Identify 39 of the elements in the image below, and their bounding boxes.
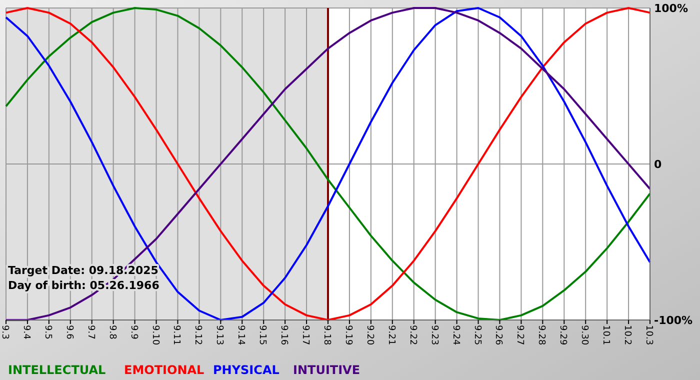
x-tick-label: 9.26 — [493, 325, 504, 346]
x-tick-label: 9.22 — [407, 325, 418, 346]
x-tick-label: 10.3 — [644, 325, 654, 346]
x-tick-label: 9.23 — [428, 325, 439, 346]
x-tick-label: 9.14 — [236, 325, 246, 346]
text: PHYSICAL — [213, 363, 280, 377]
x-tick-label: 9.27 — [514, 325, 525, 346]
x-tick-label: 9.25 — [472, 325, 482, 346]
x-tick-label: 9.6 — [64, 325, 74, 340]
x-tick-label: 9.16 — [278, 325, 289, 346]
text: INTUITIVE — [293, 363, 360, 377]
y-tick-label: -100% — [654, 314, 693, 327]
x-tick-label: 10.2 — [622, 325, 632, 346]
x-tick-label: 10.1 — [600, 325, 611, 346]
x-tick-label: 9.18 — [322, 325, 332, 346]
y-tick-label: 0 — [654, 158, 662, 171]
y-tick-label: 100% — [654, 2, 688, 15]
x-tick-label: 9.15 — [257, 325, 268, 346]
x-tick-label: 9.11 — [171, 325, 182, 346]
x-tick-label: 9.7 — [85, 325, 96, 340]
x-tick-label: 9.5 — [42, 325, 52, 340]
x-tick-label: 9.8 — [106, 325, 117, 340]
x-tick-label: 9.21 — [386, 325, 396, 346]
x-tick-label: 9.19 — [342, 325, 353, 346]
x-tick-label: 9.12 — [192, 325, 203, 346]
x-tick-label: 9.24 — [450, 325, 460, 346]
x-tick-label: 9.17 — [300, 325, 310, 346]
text: EMOTIONAL — [124, 363, 205, 377]
x-tick-label: 9.29 — [558, 325, 568, 346]
line-series — [5, 7, 651, 321]
x-tick-label: 9.4 — [20, 325, 31, 340]
text: INTELLECTUAL — [8, 363, 106, 377]
x-tick-label: 9.28 — [536, 325, 546, 346]
x-tick-label: 9.30 — [579, 325, 590, 346]
x-tick-label: 9.13 — [214, 325, 224, 346]
x-tick-label: 9.10 — [150, 325, 160, 346]
x-tick-label: 9.3 — [0, 325, 10, 340]
x-tick-label: 9.9 — [128, 325, 138, 340]
x-tick-label: 9.20 — [364, 325, 374, 346]
